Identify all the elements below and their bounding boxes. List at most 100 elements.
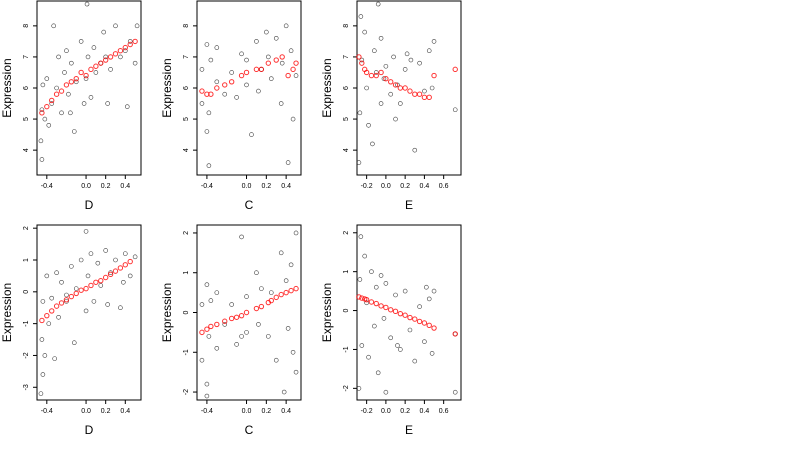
observed-point (38, 391, 44, 396)
observed-point (204, 282, 210, 287)
fitted-point (388, 307, 394, 313)
observed-point (85, 273, 91, 279)
observed-point (381, 316, 387, 321)
observed-point (452, 389, 458, 395)
fitted-point (199, 329, 205, 336)
x-tick-label: 0.2 (400, 408, 410, 415)
fitted-point (199, 88, 205, 94)
x-tick-label: 0.4 (420, 408, 430, 415)
observed-point (288, 262, 294, 268)
x-tick-label: -0.4 (201, 408, 213, 415)
observed-point (431, 288, 437, 294)
observed-point (239, 234, 244, 240)
fitted-point (49, 308, 55, 314)
observed-point (362, 29, 368, 35)
y-tick-label: -1 (343, 346, 350, 352)
x-tick-label: -0.4 (41, 183, 53, 190)
x-tick-label: 0.6 (439, 183, 449, 190)
observed-point (429, 351, 435, 356)
fitted-point (373, 300, 379, 307)
fitted-point (107, 271, 114, 278)
y-tick-label: 7 (23, 55, 30, 59)
y-tick-label: 0 (343, 309, 350, 313)
observed-point (378, 35, 384, 41)
observed-point (105, 302, 110, 307)
fitted-point (293, 285, 299, 292)
observed-point (358, 234, 364, 239)
fitted-point (132, 38, 138, 45)
observed-point (54, 270, 59, 276)
fitted-point (98, 60, 104, 66)
fitted-point (402, 312, 408, 318)
observed-point (38, 138, 44, 144)
observed-point (113, 257, 118, 263)
fitted-point (359, 60, 365, 66)
observed-point (204, 129, 210, 134)
y-tick-label: 8 (183, 24, 190, 28)
fitted-point (397, 310, 404, 317)
fitted-point (421, 320, 428, 326)
observed-point (78, 257, 84, 263)
fitted-point (83, 285, 89, 292)
x-axis-title: C (245, 423, 254, 437)
fitted-point (383, 75, 389, 82)
fitted-point (68, 79, 75, 85)
observed-point (69, 264, 74, 269)
observed-point (98, 283, 104, 288)
observed-point (40, 299, 46, 304)
observed-point (113, 23, 118, 29)
x-tick-label: 0.2 (261, 408, 271, 415)
observed-point (66, 91, 71, 97)
observed-point (52, 356, 57, 361)
fitted-point (378, 303, 384, 309)
fitted-point (53, 303, 60, 309)
observed-point (426, 48, 432, 54)
fitted-point (388, 79, 394, 85)
observed-point (132, 60, 138, 66)
x-tick-label: 0.4 (120, 408, 130, 415)
observed-point (208, 298, 214, 303)
observed-point (293, 369, 299, 375)
fitted-point (412, 316, 418, 322)
observed-point (398, 101, 403, 106)
fitted-point (78, 287, 84, 293)
observed-point (357, 110, 363, 116)
y-axis-title: Expression (0, 283, 14, 342)
fitted-point (112, 268, 119, 274)
x-tick-label: 0.2 (261, 183, 271, 190)
y-axis-title: Expression (0, 58, 14, 117)
observed-point (204, 42, 210, 47)
x-tick-label: 0.4 (281, 183, 291, 190)
fitted-point (258, 66, 265, 73)
y-axis-title: Expression (320, 58, 334, 117)
plot-frame (356, 0, 462, 176)
plot-frame (356, 224, 462, 401)
observed-point (40, 372, 46, 377)
observed-point (124, 104, 130, 109)
fitted-point (416, 91, 423, 97)
observed-point (88, 251, 94, 256)
observed-point (199, 302, 205, 307)
y-tick-label: -2 (183, 389, 190, 395)
fitted-point (279, 54, 285, 60)
observed-point (244, 330, 249, 335)
observed-point (383, 63, 389, 69)
observed-point (59, 279, 64, 285)
observed-point (381, 76, 387, 81)
observed-point (239, 51, 244, 57)
observed-point (64, 292, 69, 298)
observed-point (132, 254, 138, 260)
observed-point (285, 160, 291, 165)
y-tick-label: -2 (343, 385, 350, 391)
observed-point (39, 157, 45, 162)
observed-point (81, 101, 87, 106)
observed-point (199, 357, 205, 363)
fitted-point (98, 277, 104, 284)
fitted-point (426, 94, 432, 101)
y-tick-label: -1 (183, 349, 190, 355)
observed-point (42, 353, 48, 358)
observed-point (290, 349, 296, 355)
fitted-point (117, 48, 124, 54)
y-tick-label: 5 (23, 117, 30, 121)
fitted-point (112, 51, 119, 57)
